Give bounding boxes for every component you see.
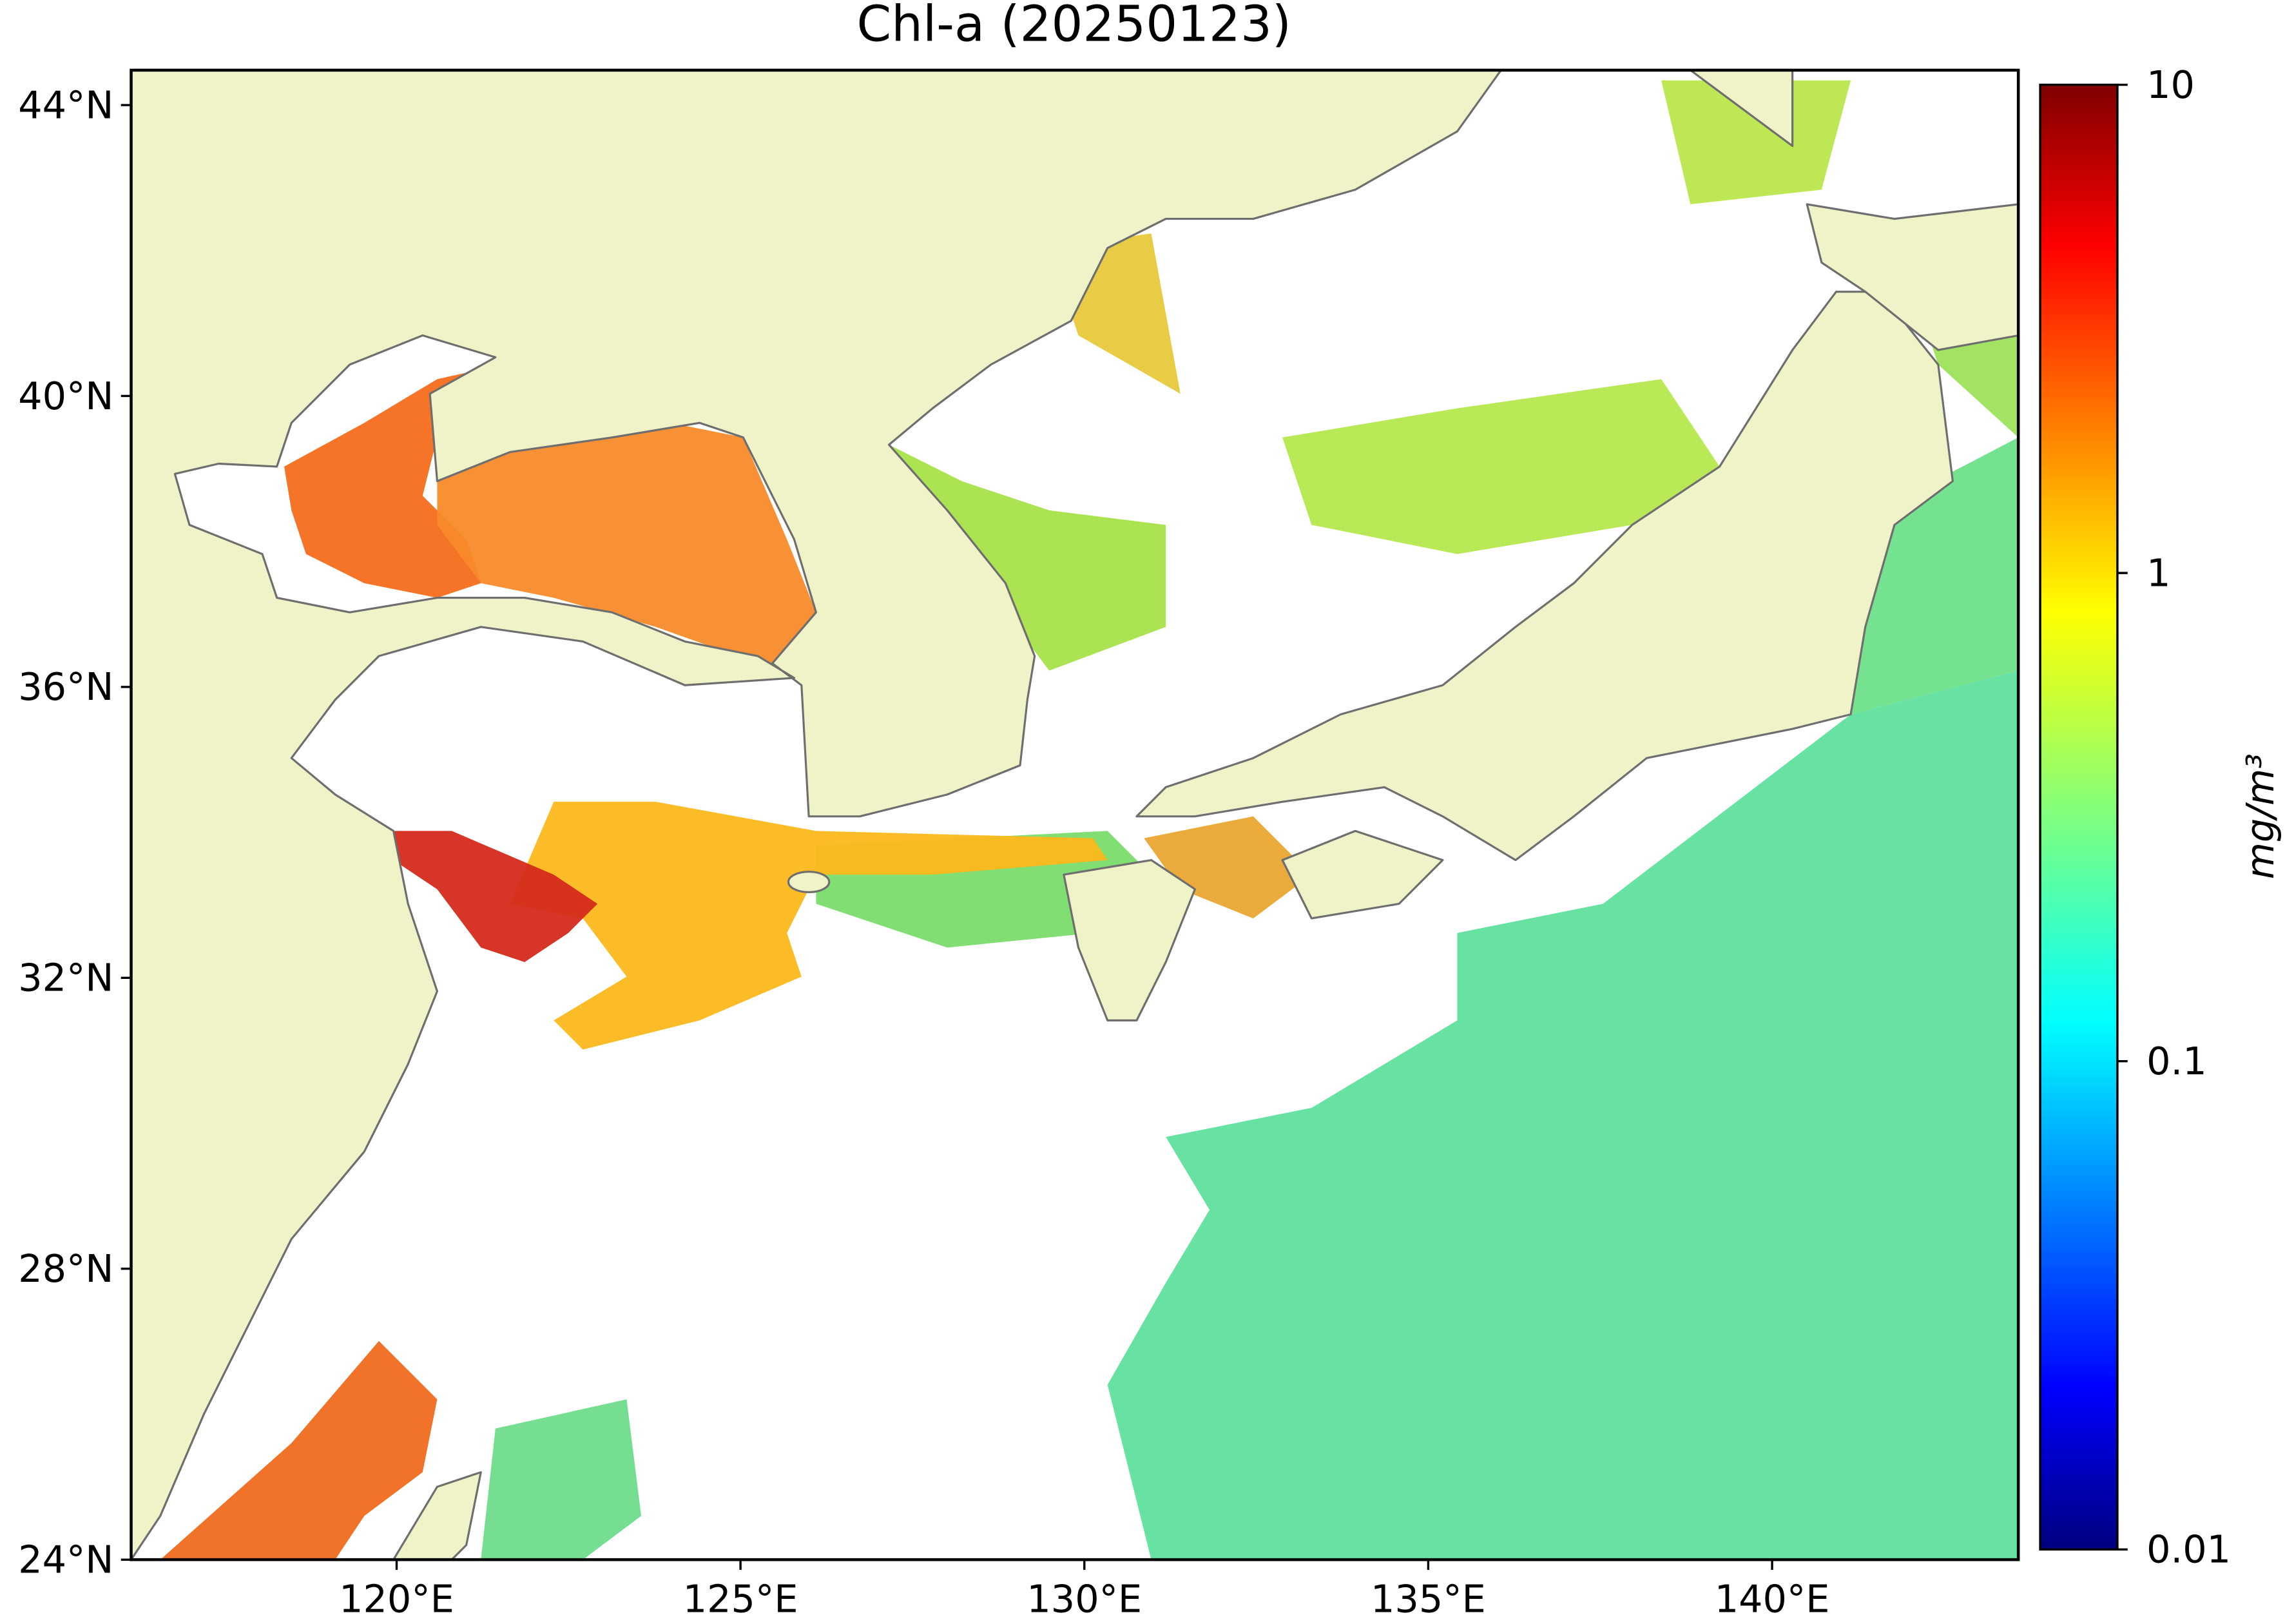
chl-patch (1282, 379, 1720, 554)
map-frame (130, 68, 2020, 1561)
chl-patch (437, 423, 816, 671)
colorbar-tick-label: 0.1 (2146, 1039, 2206, 1083)
y-tick-label: 36°N (18, 664, 113, 709)
chl-patch (889, 445, 1166, 671)
land-jeju (787, 871, 831, 893)
y-tick-label: 28°N (18, 1246, 113, 1291)
land-honshu (1135, 291, 1954, 862)
land-mainland (131, 70, 1502, 1560)
land-taiwan (392, 1471, 482, 1560)
x-tick-label: 130°E (1027, 1577, 1142, 1621)
chl-patch (510, 802, 1108, 1050)
chl-patch (1144, 816, 1312, 919)
colorbar-tick-label: 0.01 (2146, 1527, 2231, 1572)
chl-patch (393, 831, 598, 962)
map-title: Chl-a (20250123) (857, 0, 1291, 53)
chl-patch (160, 1340, 438, 1560)
colorbar-label: mg/m³ (2238, 753, 2282, 879)
land-shikoku (1281, 829, 1444, 920)
chl-patch (481, 1399, 642, 1560)
chl-patch (1661, 80, 1851, 204)
y-tick-label: 32°N (18, 956, 113, 1000)
land-sakhalin (1689, 70, 1794, 148)
colorbar (2039, 83, 2119, 1551)
colorbar-tick-label: 1 (2146, 550, 2170, 595)
x-tick-label: 140°E (1715, 1577, 1830, 1621)
y-tick-label: 24°N (18, 1537, 113, 1581)
chl-patch (1107, 670, 2019, 1560)
y-tick-label: 40°N (18, 374, 113, 418)
colorbar-tick-label: 10 (2146, 63, 2195, 107)
x-tick-label: 125°E (683, 1577, 798, 1621)
land-kyushu (1063, 859, 1196, 1021)
land-hokkaido (1806, 203, 2019, 351)
y-tick-label: 44°N (18, 82, 113, 127)
x-tick-label: 135°E (1371, 1577, 1486, 1621)
x-tick-label: 120°E (339, 1577, 454, 1621)
map-area (131, 70, 2019, 1560)
